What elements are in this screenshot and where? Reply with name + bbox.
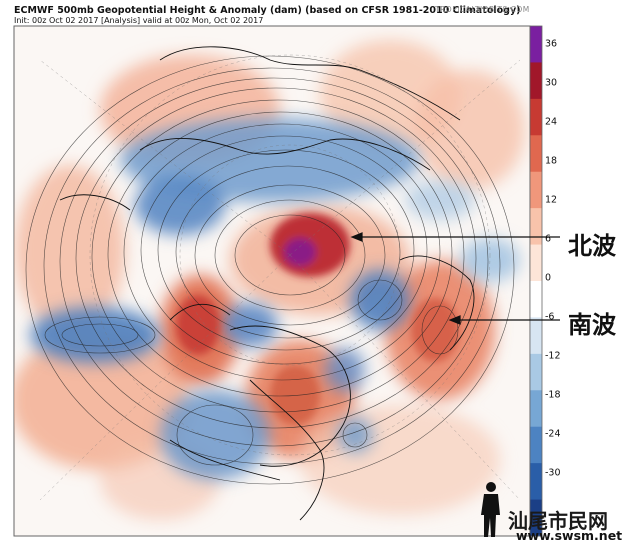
annotation-arrows	[350, 232, 560, 325]
south-wave-arrowhead	[448, 315, 461, 325]
colorbar-tick-label: -24	[545, 428, 561, 440]
colorbar-tick-label: -6	[545, 311, 555, 323]
person-silhouette-icon	[481, 482, 500, 537]
colorbar-segment	[530, 26, 542, 63]
colorbar-tick-label: -18	[545, 389, 561, 401]
graticule	[39, 54, 521, 501]
coastlines	[59, 46, 475, 521]
colorbar-segment	[530, 317, 542, 355]
south-wave-label: 南波	[568, 311, 616, 339]
colorbar-segment	[530, 244, 542, 282]
anomaly-field	[14, 40, 525, 521]
colorbar-segment	[530, 135, 542, 173]
colorbar-segment	[530, 390, 542, 428]
colorbar-segment	[530, 353, 542, 391]
site-label: TROPICALTIDBITS.COM	[435, 5, 530, 14]
colorbar-tick-label: 12	[545, 194, 558, 206]
map-subtitle: Init: 00z Oct 02 2017 [Analysis] valid a…	[14, 16, 264, 25]
colorbar-tick-label: 18	[545, 155, 558, 167]
colorbar-tick-label: 6	[545, 233, 552, 245]
colorbar-segment	[530, 171, 542, 209]
watermark-text: 汕尾市民网	[508, 509, 608, 533]
colorbar-segment	[530, 463, 542, 501]
colorbar	[529, 25, 543, 537]
map-title: ECMWF 500mb Geopotential Height & Anomal…	[14, 5, 521, 16]
colorbar-segment	[530, 426, 542, 464]
height-contours	[25, 55, 515, 485]
colorbar-segment	[530, 281, 542, 318]
colorbar-tick-label: -30	[545, 467, 561, 479]
colorbar-tick-label: 30	[545, 77, 558, 89]
colorbar-outline	[529, 25, 543, 537]
colorbar-segment	[530, 98, 542, 136]
colorbar-tick-label: 24	[545, 116, 558, 128]
colorbar-segment	[530, 62, 542, 100]
colorbar-tick-label: -12	[545, 350, 561, 362]
north-wave-label: 北波	[568, 232, 616, 260]
north-wave-arrowhead	[350, 232, 363, 242]
colorbar-segment	[530, 499, 542, 537]
colorbar-tick-label: 0	[545, 272, 552, 284]
watermark-url: www.swsm.net	[516, 528, 623, 543]
colorbar-tick-label: 36	[545, 38, 558, 50]
colorbar-segment	[530, 208, 542, 246]
